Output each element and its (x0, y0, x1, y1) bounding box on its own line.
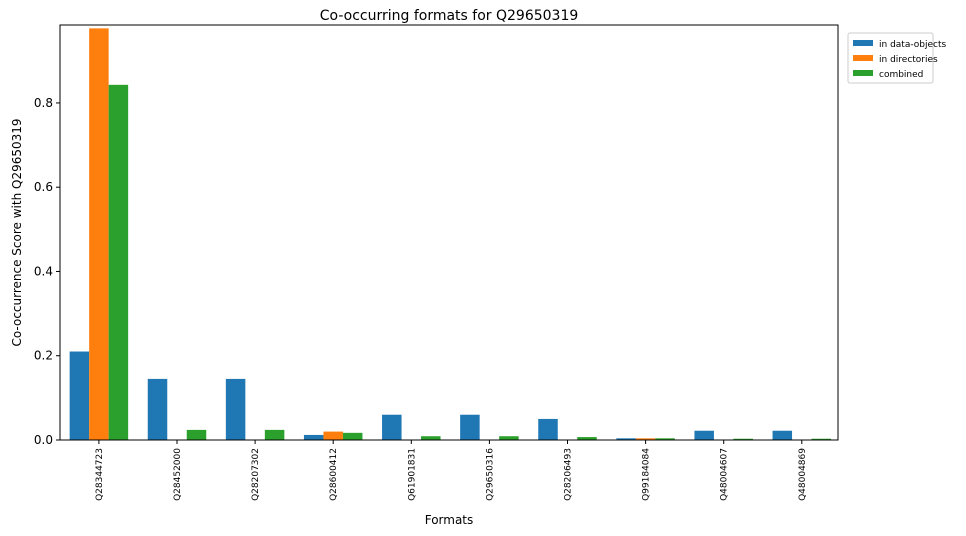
bar-1-Q28207302 (225, 378, 246, 440)
bar-2-Q28600412 (323, 431, 343, 440)
y-tick-label: 0.6 (34, 180, 53, 194)
y-tick-label: 0.2 (34, 349, 53, 363)
x-tick-label: Q48004869 (798, 448, 808, 501)
x-tick-label: Q29650316 (485, 448, 495, 501)
bar-1-Q29650316 (460, 414, 480, 440)
legend-swatch (853, 55, 873, 61)
bar-3-Q28344723 (108, 84, 129, 441)
bar-1-Q28600412 (303, 434, 324, 440)
x-tick-label: Q28452000 (173, 448, 183, 501)
legend: in data-objects in directories combined (847, 32, 946, 84)
bar-3-Q28452000 (186, 429, 207, 440)
y-tick-label: 0.8 (34, 96, 53, 110)
bar-3-Q29650316 (499, 436, 519, 440)
y-axis-label: Co-occurrence Score with Q29650319 (10, 118, 24, 346)
x-axis: Q28344723 Q28452000 Q28207302 Q28600412 Q619… (95, 440, 808, 501)
y-axis: 0.0 0.2 0.4 0.6 0.8 (34, 96, 60, 447)
x-tick-label: Q28207302 (251, 448, 261, 501)
x-axis-label: Formats (425, 513, 474, 527)
bar-1-Q28344723 (69, 351, 90, 440)
bar-1-Q48004607 (694, 430, 714, 440)
x-tick-label: Q28206493 (564, 448, 574, 501)
bar-3-Q28207302 (264, 429, 285, 440)
x-tick-label: Q28344723 (95, 448, 105, 501)
x-tick-label: Q48004607 (720, 448, 730, 501)
bar-1-Q28452000 (147, 378, 168, 440)
bar-1-Q28206493 (538, 418, 558, 440)
x-tick-label: Q28600412 (329, 448, 339, 501)
bar-1-Q99184084 (616, 438, 636, 440)
bar-1-Q48004869 (772, 430, 793, 440)
bar-3-Q28206493 (577, 437, 597, 440)
bar-3-Q61901831 (421, 436, 441, 440)
bar-2-Q99184084 (635, 438, 656, 440)
legend-label: in directories (879, 55, 938, 65)
bar-3-Q28600412 (342, 432, 363, 440)
bar-3-Q99184084 (655, 438, 675, 440)
bar-2-Q28344723 (89, 28, 109, 441)
legend-swatch (853, 40, 873, 46)
legend-label: combined (879, 70, 923, 80)
bar-1-Q61901831 (382, 414, 402, 440)
x-tick-label: Q99184084 (642, 448, 652, 501)
bar-3-Q48004869 (811, 438, 832, 440)
bar-3-Q48004607 (733, 438, 753, 440)
bars-group (69, 28, 832, 441)
plot-frame (59, 24, 839, 441)
y-tick-label: 0.4 (34, 264, 53, 278)
x-tick-label: Q61901831 (407, 448, 417, 501)
legend-label: in data-objects (879, 40, 946, 50)
y-tick-label: 0.0 (34, 433, 53, 447)
chart-title: Co-occurring formats for Q29650319 (320, 8, 579, 24)
legend-swatch (853, 70, 873, 76)
